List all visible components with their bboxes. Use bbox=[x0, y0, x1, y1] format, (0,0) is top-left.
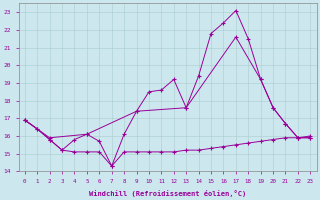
X-axis label: Windchill (Refroidissement éolien,°C): Windchill (Refroidissement éolien,°C) bbox=[89, 190, 246, 197]
